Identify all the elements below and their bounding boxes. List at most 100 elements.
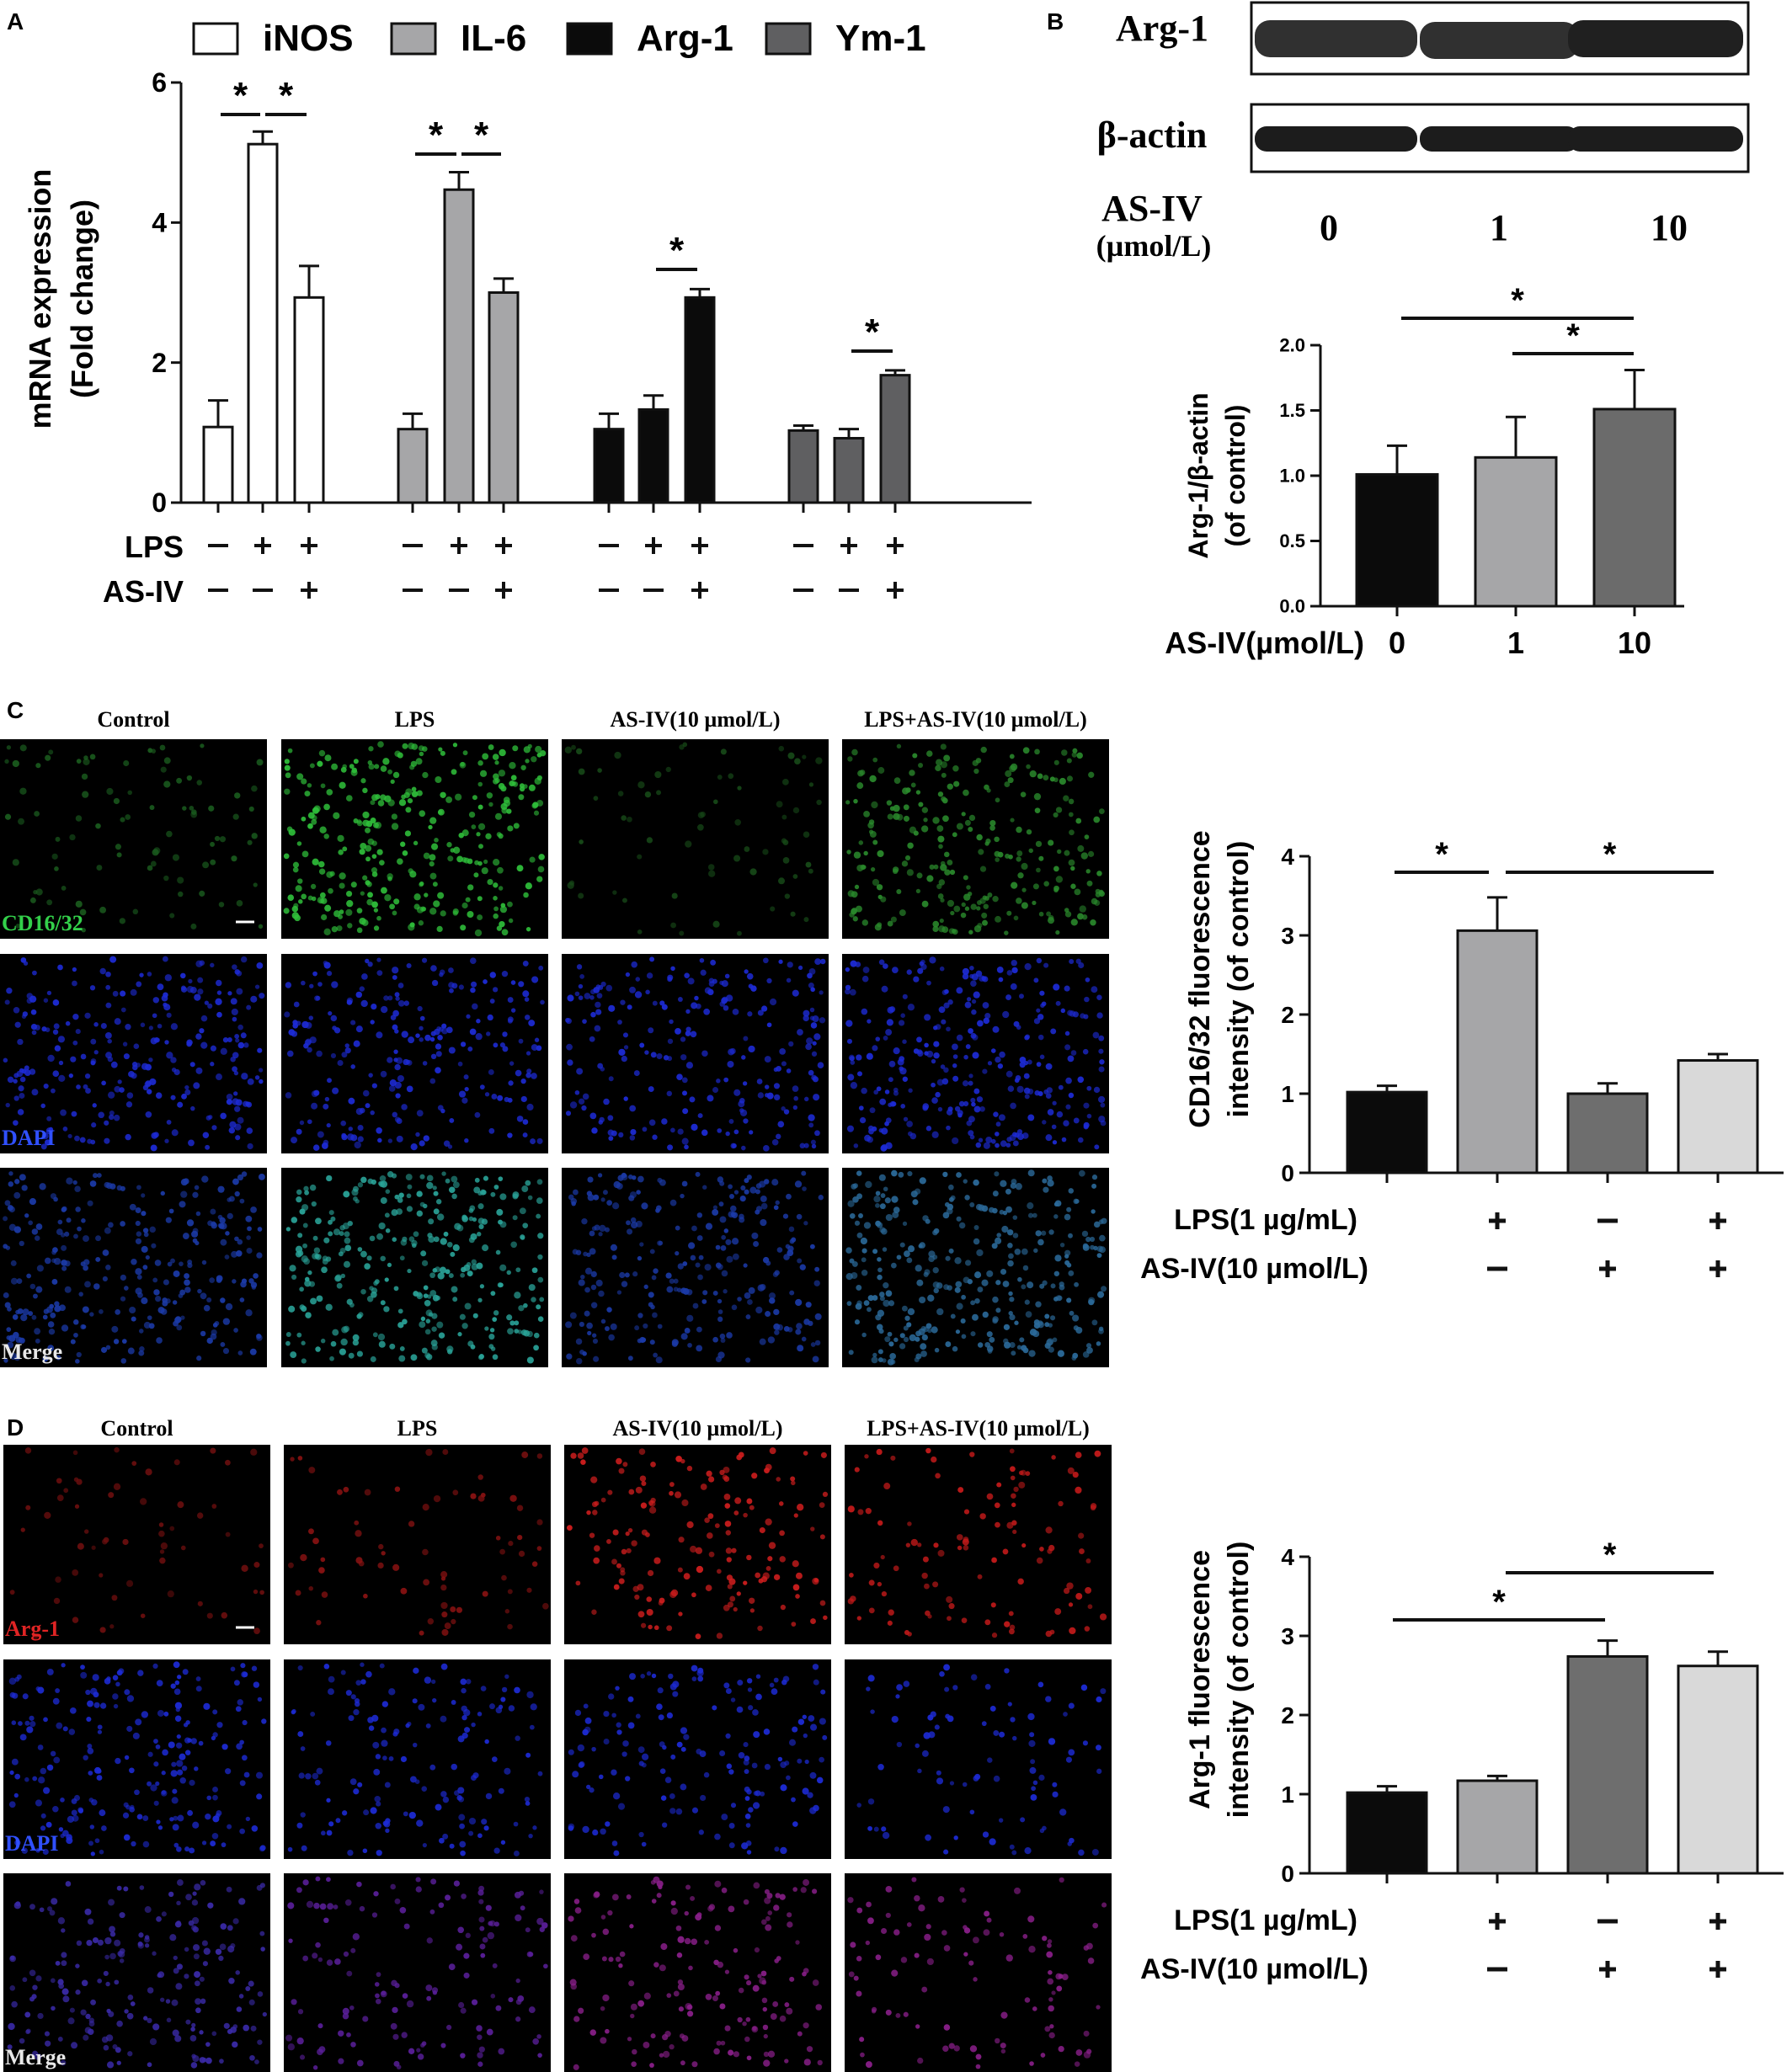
micro-c-cell [343, 1190, 350, 1198]
micro-c-cell [420, 906, 426, 912]
micro-c-cell [767, 1336, 776, 1344]
micro-c-cell [924, 1014, 931, 1021]
micro-c-cell [30, 1024, 38, 1031]
micro-c-cell [721, 1234, 726, 1240]
micro-c-cell [575, 1357, 583, 1365]
micro-d-cell [445, 1894, 451, 1901]
micro-c-cell [419, 1025, 424, 1031]
micro-d-cell [815, 2004, 823, 2011]
micro-c-cell [472, 1003, 478, 1010]
micro-d-cell [927, 1714, 934, 1721]
micro-c-cell [982, 1002, 989, 1009]
micro-d-cell [924, 1583, 930, 1590]
micro-c-cell [120, 817, 125, 823]
micro-d-cell [570, 1452, 577, 1459]
micro-c-cell [424, 892, 429, 898]
micro-c-cell [468, 811, 476, 818]
micro-c-cell [350, 1064, 355, 1069]
micro-c-cell [925, 1126, 932, 1132]
micro-c-cell [1098, 1116, 1106, 1123]
micro-d-cell [922, 1556, 929, 1563]
micro-d-cell [963, 1544, 969, 1551]
micro-c-cell [339, 872, 346, 880]
micro-d-cell [421, 1786, 428, 1792]
chart-a-significance-star: * [233, 75, 248, 116]
micro-c-cell [122, 1041, 128, 1047]
micro-c-cell [764, 1084, 770, 1089]
chart-a-y-tick-label: 4 [152, 208, 167, 238]
micro-c-cell [808, 1320, 813, 1326]
micro-d-cell [948, 1603, 955, 1610]
micro-d-cell [619, 1951, 626, 1957]
micro-c-cell [921, 807, 929, 813]
micro-d-cell [52, 1805, 59, 1813]
micro-c-cell [502, 1046, 509, 1052]
micro-c-cell [846, 850, 851, 855]
micro-d-cell [150, 1784, 157, 1792]
micro-c-cell [952, 1043, 958, 1051]
micro-c-micrograph-panel [842, 1168, 1109, 1367]
micro-c-cell [637, 781, 645, 789]
micro-d-cell [594, 1545, 600, 1552]
micro-c-cell [1077, 844, 1085, 852]
micro-d-cell [11, 2000, 18, 2008]
micro-c-cell [663, 1055, 669, 1061]
micro-d-cell [69, 1707, 77, 1714]
micro-c-cell [422, 771, 429, 779]
micro-c-cell [489, 999, 495, 1004]
micro-c-cell [1001, 1225, 1009, 1233]
micro-d-cell [924, 1933, 931, 1942]
micro-d-cell [115, 2047, 121, 2053]
micro-d-cell [215, 1813, 221, 1819]
micro-d-cell [1066, 1582, 1074, 1590]
micro-c-cell [29, 1068, 36, 1075]
micro-c-cell [251, 785, 258, 792]
micro-c-cell [590, 1270, 597, 1278]
micro-d-cell [776, 1477, 781, 1482]
micro-c-cell [1077, 1076, 1085, 1084]
micro-d-cell [1078, 1849, 1085, 1856]
micro-c-cell [293, 1001, 300, 1008]
micro-d-cell [365, 1670, 372, 1678]
micro-d-cell [995, 1521, 1000, 1528]
micro-d-cell [770, 2013, 777, 2020]
micro-c-cell [812, 1356, 819, 1363]
micro-d-cell [250, 2025, 257, 2032]
micro-c-cell [795, 1298, 803, 1307]
micro-c-cell [637, 854, 643, 860]
micro-d-cell [99, 1849, 104, 1855]
micro-c-cell [670, 922, 677, 929]
micro-c-cell [508, 918, 514, 924]
chart-a-significance-star: * [669, 230, 685, 271]
micro-d-cell [261, 1718, 267, 1724]
micro-d-cell [625, 1531, 630, 1537]
micro-c-cell [358, 1312, 364, 1318]
micro-c-cell [1011, 967, 1018, 974]
micro-c-cell [89, 1180, 97, 1187]
micro-d-cell [192, 1821, 200, 1829]
micro-c-cell [61, 1244, 67, 1251]
micro-c-cell [232, 964, 237, 970]
micro-c-cell [399, 1345, 405, 1351]
micro-c-cell [93, 1022, 99, 1027]
micro-c-cell [42, 1356, 49, 1362]
micro-c-cell [526, 1103, 534, 1111]
micro-c-cell [939, 966, 945, 972]
micro-d-cell [461, 1894, 467, 1899]
micro-d-cell [86, 1716, 92, 1723]
micro-c-cell [329, 1356, 334, 1361]
micro-c-cell [1077, 913, 1084, 920]
micro-c-cell [1091, 1183, 1097, 1189]
micro-c-cell [178, 891, 184, 898]
micro-c-cell [330, 1015, 338, 1022]
micro-c-cell [333, 812, 340, 819]
micro-d-cell [819, 1756, 824, 1763]
micro-d-cell [669, 1590, 677, 1599]
micro-d-cell [764, 1888, 770, 1894]
micro-c-cell [18, 1085, 24, 1092]
micro-d-cell [915, 2024, 920, 2029]
micro-c-cell [227, 1037, 232, 1043]
micro-c-cell [371, 1003, 377, 1010]
micro-c-cell [684, 1327, 691, 1334]
